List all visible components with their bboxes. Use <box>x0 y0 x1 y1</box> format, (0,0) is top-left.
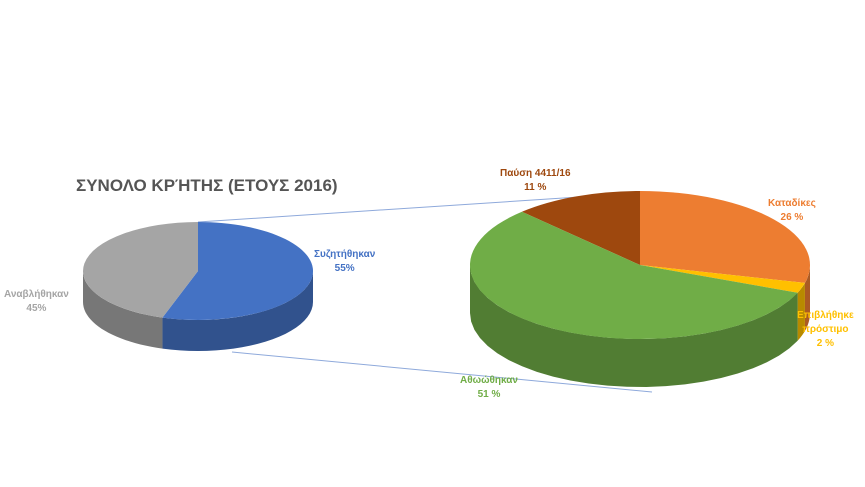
secondary-pie-side-επιβλήθηκε-πρόστιμο <box>797 282 805 341</box>
connector-line-top <box>197 192 641 223</box>
data-label-prostimo: Επιβλήθηκε πρόστιμο 2 % <box>797 310 854 349</box>
main-pie-side-συζητήθηκαν <box>162 271 313 351</box>
secondary-pie-slice-παύση-4411-16 <box>521 191 640 265</box>
chart-title: ΣΥΝΟΛΟ ΚΡΉΤΗΣ (ΕΤΟΥΣ 2016) <box>76 176 338 195</box>
main-pie-slice-συζητήθηκαν <box>162 222 314 320</box>
data-label-athoothikan: Αθωώθηκαν 51 % <box>460 375 518 400</box>
secondary-pie-side-καταδίκες <box>804 265 810 331</box>
data-label-katadikes: Καταδίκες 26 % <box>768 198 816 223</box>
data-label-pausi: Παύση 4411/16 11 % <box>500 168 571 193</box>
secondary-pie-slice-επιβλήθηκε-πρόστιμο <box>640 265 805 293</box>
secondary-pie-slice-αθωώθηκαν <box>469 211 798 340</box>
data-label-syzitithikan: Συζητήθηκαν 55% <box>314 249 376 274</box>
secondary-pie-slice-καταδίκες <box>640 191 810 283</box>
main-pie-slice-αναβλήθηκαν <box>83 222 198 318</box>
connector-line-bottom <box>231 351 653 393</box>
data-label-anavlithikan: Αναβλήθηκαν 45% <box>4 289 69 314</box>
main-pie-side-αναβλήθηκαν <box>83 271 163 349</box>
secondary-pie-side-αθωώθηκαν <box>470 265 798 387</box>
